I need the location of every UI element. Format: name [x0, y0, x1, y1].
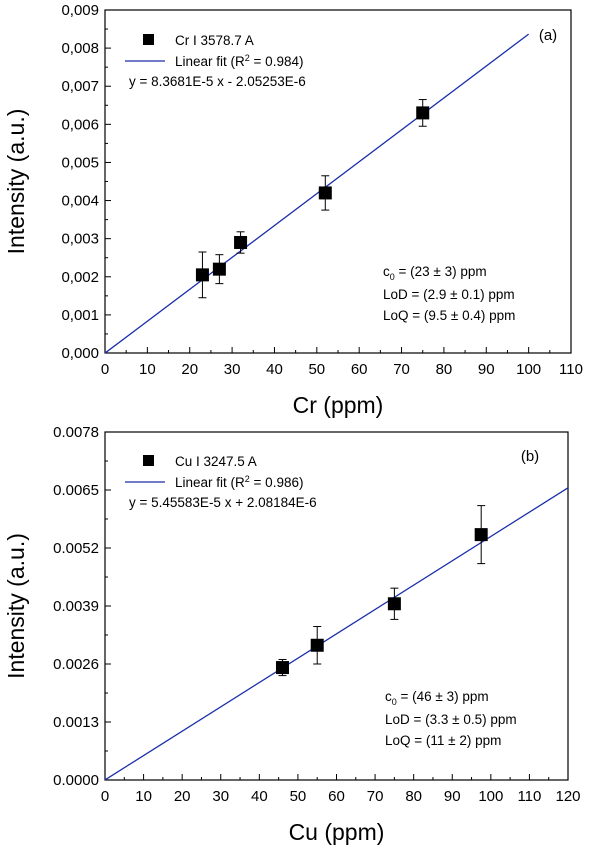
y-tick-label: 0.0026 — [53, 656, 99, 673]
annotation-c0: c0 = (23 ± 3) ppm — [383, 264, 487, 282]
y-tick-label: 0,006 — [61, 116, 99, 133]
x-tick-label: 0 — [101, 361, 109, 378]
x-tick-label: 90 — [444, 788, 461, 805]
chart-panel-b: 0 10 20 30 40 50 60 70 80 90 100 110 1200.00000.0013… — [3, 424, 581, 845]
y-tick-label: 0.0013 — [53, 714, 99, 731]
annotation-c0-prefix: c — [383, 264, 390, 279]
chart-panel-a: 0 10 20 30 40 50 60 70 80 90 100 1100,0000,0010,002… — [3, 2, 583, 418]
x-tick-label: 70 — [393, 361, 410, 378]
x-tick-label: 30 — [224, 361, 241, 378]
annotation-loq: LoQ = (11 ± 2) ppm — [385, 733, 501, 748]
x-tick-label: 20 — [181, 361, 198, 378]
legend-series-label: Cr I 3578.7 A — [175, 33, 254, 48]
annotation-lod: LoD = (2.9 ± 0.1) ppm — [383, 287, 515, 302]
x-axis-title: Cr (ppm) — [293, 392, 384, 418]
data-point — [234, 235, 248, 249]
y-tick-label: 0.0078 — [53, 424, 99, 441]
y-tick-label: 0,000 — [61, 345, 99, 362]
y-tick-label: 0.0052 — [53, 540, 99, 557]
panel-label: (a) — [539, 27, 557, 44]
fit-equation: y = 5.45583E-5 x + 2.08184E-6 — [129, 495, 317, 510]
data-point — [275, 661, 289, 675]
x-tick-label: 40 — [266, 361, 283, 378]
x-tick-label: 60 — [328, 788, 345, 805]
annotation-c0-subscript: 0 — [392, 697, 397, 707]
fit-line — [104, 487, 569, 781]
fit-equation: y = 8.3681E-5 x - 2.05253E-6 — [129, 74, 306, 89]
y-tick-label: 0,003 — [61, 231, 99, 248]
annotation-c0-value: = (23 ± 3) ppm — [395, 264, 487, 279]
annotation-c0: c0 = (46 ± 3) ppm — [385, 689, 489, 707]
data-point — [212, 262, 226, 276]
y-tick-label: 0,004 — [61, 193, 99, 210]
legend-marker — [143, 34, 154, 45]
x-tick-label: 90 — [478, 361, 495, 378]
x-tick-label: 100 — [516, 361, 541, 378]
x-tick-label: 50 — [308, 361, 325, 378]
x-tick-label: 10 — [135, 788, 152, 805]
data-point — [318, 186, 332, 200]
legend-fit-prefix: Linear fit (R — [175, 475, 245, 490]
x-tick-label: 110 — [517, 788, 541, 805]
data-point — [310, 638, 324, 652]
y-tick-label: 0,002 — [61, 269, 99, 286]
y-tick-label: 0,001 — [61, 307, 99, 324]
x-tick-label: 50 — [290, 788, 307, 805]
legend-fit-prefix: Linear fit (R — [175, 54, 245, 69]
legend-fit-label: Linear fit (R2 = 0.986) — [175, 474, 303, 490]
x-tick-label: 110 — [559, 361, 583, 378]
legend-fit-label: Linear fit (R2 = 0.984) — [175, 53, 303, 69]
data-point — [387, 597, 401, 611]
annotation-c0-prefix: c — [385, 689, 392, 704]
y-tick-label: 0.0039 — [53, 598, 99, 615]
y-axis-title: Intensity (a.u.) — [3, 533, 29, 679]
y-tick-label: 0.0065 — [53, 482, 99, 499]
x-tick-label: 100 — [478, 788, 503, 805]
annotation-lod: LoD = (3.3 ± 0.5) ppm — [385, 712, 517, 727]
legend-fit-suffix: = 0.986) — [250, 475, 304, 490]
legend-marker — [143, 455, 154, 466]
x-tick-label: 40 — [251, 788, 268, 805]
data-point — [195, 268, 209, 282]
x-tick-label: 10 — [139, 361, 156, 378]
y-axis-title: Intensity (a.u.) — [3, 109, 29, 255]
y-tick-label: 0,008 — [61, 40, 99, 57]
y-tick-label: 0,005 — [61, 154, 99, 171]
x-tick-label: 0 — [101, 788, 109, 805]
annotation-c0-value: = (46 ± 3) ppm — [397, 689, 489, 704]
y-tick-label: 0,007 — [61, 78, 99, 95]
fit-line — [104, 33, 530, 354]
x-tick-label: 70 — [367, 788, 384, 805]
x-tick-label: 30 — [212, 788, 229, 805]
y-tick-label: 0,009 — [61, 2, 99, 19]
x-tick-label: 20 — [174, 788, 191, 805]
annotation-c0-subscript: 0 — [390, 272, 395, 282]
x-axis-title: Cu (ppm) — [289, 819, 385, 845]
data-point — [474, 528, 488, 542]
legend-fit-suffix: = 0.984) — [250, 54, 304, 69]
x-tick-label: 80 — [405, 788, 422, 805]
legend-fit-superscript: 2 — [245, 474, 250, 484]
x-tick-label: 120 — [555, 788, 580, 805]
data-point — [416, 106, 430, 120]
panel-label: (b) — [521, 448, 539, 465]
annotation-loq: LoQ = (9.5 ± 0.4) ppm — [383, 308, 515, 323]
legend-series-label: Cu I 3247.5 A — [175, 454, 257, 469]
legend-fit-superscript: 2 — [245, 53, 250, 63]
y-tick-label: 0.0000 — [53, 772, 99, 789]
x-tick-label: 80 — [436, 361, 453, 378]
x-tick-label: 60 — [351, 361, 368, 378]
